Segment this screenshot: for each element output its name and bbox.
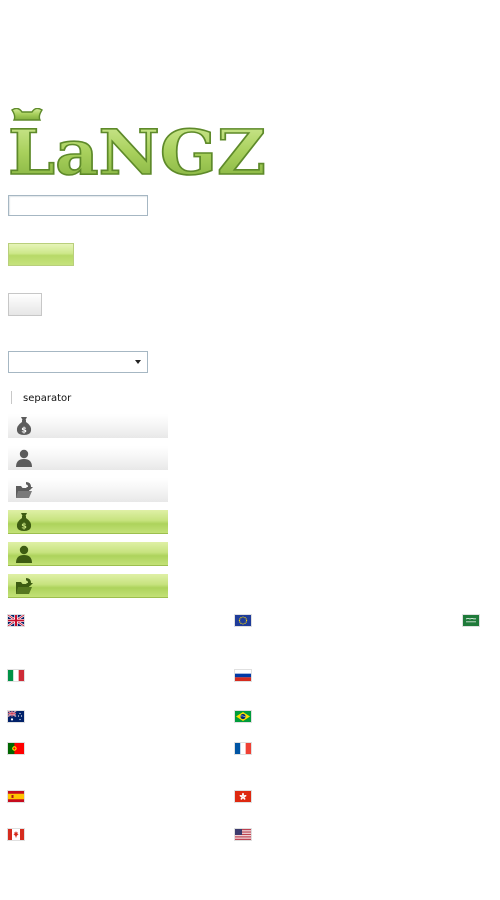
canada-flag-icon[interactable]: [8, 829, 24, 840]
gray-button[interactable]: [8, 293, 42, 316]
eu-flag-icon[interactable]: [235, 615, 251, 626]
user-icon: [15, 544, 33, 564]
folder-icon: [15, 576, 33, 596]
user-icon: [15, 448, 33, 468]
menu-item-user-active[interactable]: [8, 542, 168, 566]
italy-flag-icon[interactable]: [8, 670, 24, 681]
money-bag-icon: $: [15, 416, 33, 436]
langz-logo: LaNGZ: [8, 108, 270, 180]
menu-item-user[interactable]: [8, 446, 168, 470]
chevron-down-icon: [135, 360, 141, 364]
separator-line: [11, 391, 12, 404]
france-flag-icon[interactable]: [235, 743, 251, 754]
svg-text:$: $: [21, 522, 27, 531]
logo-text: LaNGZ: [8, 116, 266, 180]
folder-icon: [15, 480, 33, 500]
green-button[interactable]: [8, 243, 74, 266]
menu-item-money-active[interactable]: $: [8, 510, 168, 534]
menu-item-money[interactable]: $: [8, 414, 168, 438]
separator-label: separator: [23, 393, 72, 404]
menu-item-folder-active[interactable]: [8, 574, 168, 598]
usa-flag-icon[interactable]: [235, 829, 251, 840]
select-dropdown[interactable]: [8, 351, 148, 373]
australia-flag-icon[interactable]: [8, 711, 24, 722]
russia-flag-icon[interactable]: [235, 670, 251, 681]
svg-text:$: $: [21, 426, 27, 435]
uk-flag-icon[interactable]: [8, 615, 24, 626]
hong-kong-flag-icon[interactable]: [235, 791, 251, 802]
text-input[interactable]: [8, 195, 148, 216]
spain-flag-icon[interactable]: [8, 791, 24, 802]
menu-item-folder[interactable]: [8, 478, 168, 502]
money-bag-icon: $: [15, 512, 33, 532]
saudi-arabia-flag-icon[interactable]: [463, 615, 479, 626]
portugal-flag-icon[interactable]: [8, 743, 24, 754]
brazil-flag-icon[interactable]: [235, 711, 251, 722]
